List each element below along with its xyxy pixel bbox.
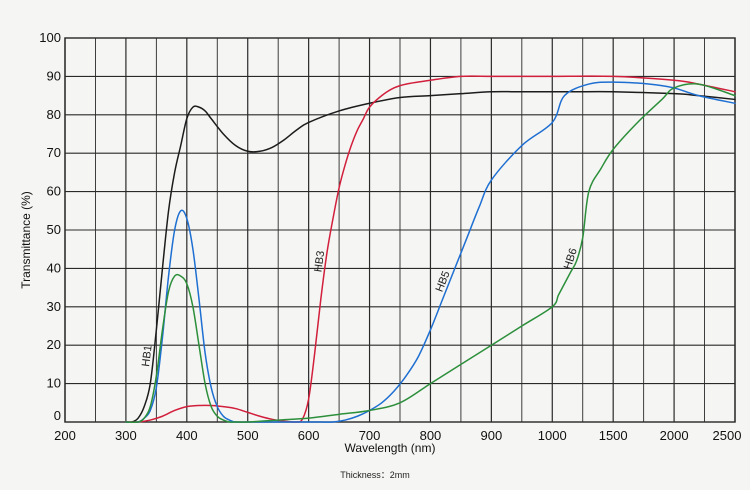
thickness-caption: Thickness：2mm <box>340 470 410 480</box>
x-tick-label: 2500 <box>713 428 742 443</box>
y-tick-label: 60 <box>47 184 61 199</box>
y-tick-label: 50 <box>47 222 61 237</box>
x-tick-label: 2000 <box>660 428 689 443</box>
x-tick-label: 700 <box>359 428 381 443</box>
series-line-hb5 <box>125 81 736 424</box>
y-tick-label: 40 <box>47 260 61 275</box>
y-tick-label: 100 <box>39 30 61 45</box>
x-tick-label: 1000 <box>538 428 567 443</box>
series-line-hb1 <box>125 90 736 424</box>
tick-labels: 200 300 400 500 600 700 800 900 1000 1500 2000 2500… <box>39 30 741 443</box>
y-tick-label: 80 <box>47 107 61 122</box>
series-line-hb6 <box>125 83 736 424</box>
x-tick-label: 400 <box>176 428 198 443</box>
series-label-hb6: HB6 <box>562 247 580 271</box>
y-tick-label: 30 <box>47 299 61 314</box>
x-axis-title: Wavelength (nm) <box>345 441 436 455</box>
y-tick-label: 0 <box>54 408 61 423</box>
x-tick-label: 900 <box>481 428 503 443</box>
x-tick-label: 500 <box>237 428 259 443</box>
x-tick-label: 600 <box>298 428 320 443</box>
series-line-hb3 <box>125 75 736 423</box>
y-tick-label: 20 <box>47 337 61 352</box>
grid <box>64 37 736 423</box>
x-tick-label: 300 <box>115 428 137 443</box>
y-tick-label: 10 <box>47 376 61 391</box>
y-tick-label: 90 <box>47 68 61 83</box>
y-tick-label: 70 <box>47 145 61 160</box>
y-axis-title: Transmittance (%) <box>19 191 33 289</box>
x-tick-label: 1500 <box>599 428 628 443</box>
series-label-hb3: HB3 <box>312 250 327 273</box>
series-label-hb1: HB1 <box>140 345 155 368</box>
x-tick-label: 200 <box>54 428 76 443</box>
curves <box>125 75 736 424</box>
x-tick-label: 800 <box>420 428 442 443</box>
